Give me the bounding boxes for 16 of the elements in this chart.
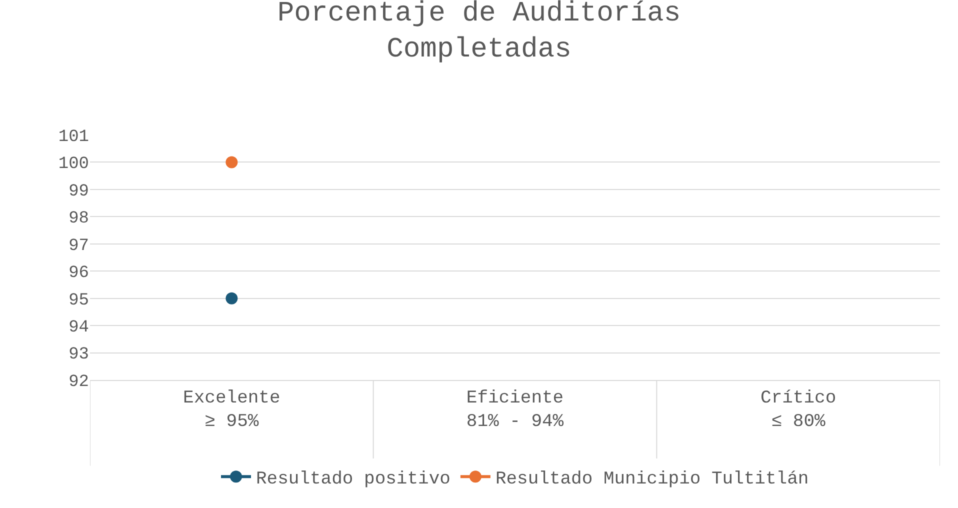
y-tick-label: 100 — [58, 155, 89, 174]
x-tick-label: Crítico ≤ 80% — [760, 388, 836, 432]
y-tick-label: 94 — [68, 318, 89, 338]
x-tick-label: Eficiente 81% - 94% — [466, 388, 564, 432]
chart-title: Porcentaje de Auditorías Completadas — [277, 0, 681, 66]
y-tick-label: 96 — [68, 264, 89, 284]
y-tick-label: 98 — [68, 210, 89, 229]
y-tick-label: 101 — [58, 128, 89, 147]
y-tick-label: 99 — [68, 182, 89, 202]
x-tick-label: Excelente ≥ 95% — [183, 388, 280, 432]
y-tick-label: 93 — [68, 346, 89, 365]
y-tick-label: 92 — [68, 372, 89, 392]
legend-label: Resultado Municipio Tultitlán — [495, 470, 809, 490]
y-tick-label: 95 — [68, 291, 89, 310]
legend-label: Resultado positivo — [256, 470, 450, 490]
y-tick-label: 97 — [68, 236, 89, 256]
